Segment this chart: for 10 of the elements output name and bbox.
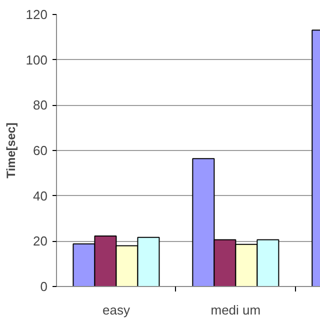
y-tick-label: 60: [33, 143, 48, 158]
y-tick-label: 20: [33, 234, 48, 249]
x-tick-label: easy: [102, 302, 130, 318]
y-tick-label: 120: [26, 7, 48, 22]
y-tick-label: 100: [26, 52, 48, 68]
y-tick-label: 40: [33, 188, 48, 204]
y-tick-label: 0: [40, 279, 48, 294]
y-axis-title: Time[sec]: [4, 122, 18, 178]
y-tick-label: 80: [33, 98, 48, 113]
x-tick-label: medi um: [210, 302, 261, 318]
